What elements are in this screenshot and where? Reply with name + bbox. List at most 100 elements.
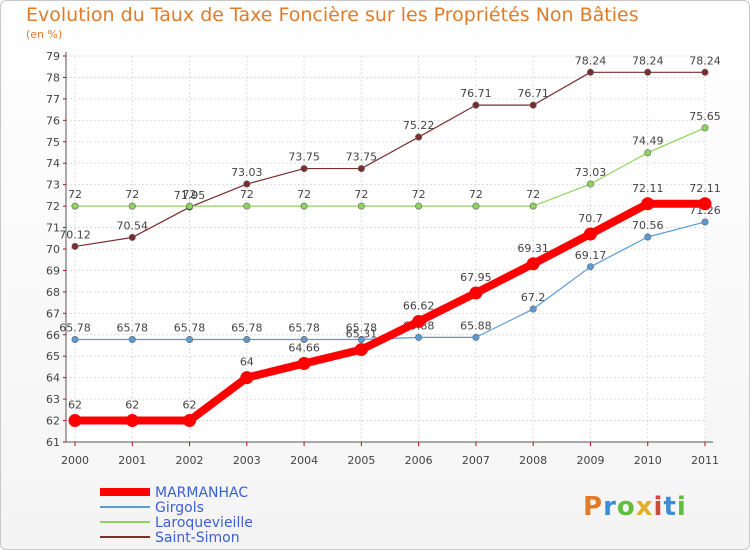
data-label: 62 — [183, 399, 197, 412]
data-label: 72 — [354, 188, 368, 201]
data-point — [71, 202, 79, 210]
data-point — [644, 149, 652, 157]
data-label: 70.56 — [632, 219, 664, 232]
data-label: 67.2 — [521, 291, 546, 304]
data-point — [529, 101, 537, 109]
data-point — [240, 371, 254, 385]
data-label: 65.78 — [346, 321, 378, 334]
data-label: 66.62 — [403, 299, 435, 312]
legend-label: Laroquevieille — [155, 515, 253, 531]
proxiti-logo: Proxiti — [583, 492, 687, 522]
data-point — [412, 314, 426, 328]
x-tick-label: 2005 — [347, 454, 375, 467]
data-point — [644, 68, 652, 76]
data-point — [644, 233, 652, 241]
data-point — [472, 333, 480, 341]
x-tick-label: 2009 — [576, 454, 604, 467]
data-label: 65.88 — [460, 319, 492, 332]
data-label: 72 — [526, 188, 540, 201]
data-point — [586, 68, 594, 76]
data-point — [357, 165, 365, 173]
data-point — [583, 227, 597, 241]
data-point — [357, 202, 365, 210]
data-point — [529, 305, 537, 313]
chart-subtitle: (en %) — [26, 28, 63, 41]
data-label: 72 — [68, 188, 82, 201]
plot-area — [66, 56, 705, 442]
y-tick-label: 73 — [46, 179, 60, 192]
y-tick-label: 61 — [46, 436, 60, 449]
data-point — [68, 414, 82, 428]
data-label: 62 — [68, 399, 82, 412]
logo-letter: t — [663, 492, 677, 522]
data-point — [243, 180, 251, 188]
data-point — [243, 202, 251, 210]
data-label: 73.03 — [231, 166, 263, 179]
data-point — [128, 335, 136, 343]
y-tick-label: 78 — [46, 71, 60, 84]
y-tick-label: 66 — [46, 329, 60, 342]
x-tick-label: 2002 — [176, 454, 204, 467]
data-label: 75.65 — [689, 110, 721, 123]
data-point — [586, 263, 594, 271]
data-label: 75.22 — [403, 119, 435, 132]
data-label: 76.71 — [517, 87, 549, 100]
series-line-saint-simon — [74, 71, 706, 248]
x-tick-label: 2006 — [405, 454, 433, 467]
data-point — [300, 165, 308, 173]
data-point — [415, 333, 423, 341]
logo-letter: i — [653, 492, 664, 522]
data-label: 65.78 — [59, 321, 91, 334]
data-point — [300, 335, 308, 343]
data-point — [526, 257, 540, 271]
data-label: 72.11 — [689, 182, 721, 195]
data-point — [71, 242, 79, 250]
y-tick-label: 65 — [46, 350, 60, 363]
data-point — [698, 197, 712, 211]
data-label: 65.78 — [117, 321, 149, 334]
logo-letter: x — [635, 492, 654, 522]
data-label: 64.66 — [288, 342, 320, 355]
data-point — [357, 335, 365, 343]
logo-letter: o — [616, 492, 636, 522]
y-tick-label: 64 — [46, 372, 60, 385]
data-label: 72 — [469, 188, 483, 201]
data-point — [701, 124, 709, 132]
x-tick-label: 2000 — [61, 454, 89, 467]
data-label: 70.54 — [117, 219, 149, 232]
y-tick-label: 72 — [46, 200, 60, 213]
series-line-laroquevieille — [74, 127, 706, 207]
y-tick-label: 63 — [46, 393, 60, 406]
data-label: 74.49 — [632, 135, 664, 148]
x-tick-label: 2001 — [118, 454, 146, 467]
y-tick-label: 71 — [46, 222, 60, 235]
y-tick-label: 74 — [46, 157, 60, 170]
y-tick-label: 68 — [46, 286, 60, 299]
data-point — [186, 202, 194, 210]
series-line-marmanhac — [71, 199, 709, 425]
y-tick-label: 67 — [46, 307, 60, 320]
y-tick-label: 62 — [46, 415, 60, 428]
data-label: 73.75 — [288, 151, 320, 164]
data-point — [529, 202, 537, 210]
legend-label: MARMANHAC — [155, 485, 248, 501]
y-tick-label: 69 — [46, 264, 60, 277]
data-label: 73.75 — [346, 151, 378, 164]
data-label: 78.24 — [632, 54, 664, 67]
data-point — [243, 335, 251, 343]
data-label: 65.78 — [288, 321, 320, 334]
data-label: 70.7 — [578, 212, 603, 225]
data-label: 76.71 — [460, 87, 492, 100]
data-point — [300, 202, 308, 210]
data-point — [125, 414, 139, 428]
data-point — [472, 202, 480, 210]
data-label: 71.95 — [174, 189, 206, 202]
data-label: 69.17 — [575, 249, 607, 262]
data-point — [415, 202, 423, 210]
data-label: 72 — [297, 188, 311, 201]
data-point — [586, 180, 594, 188]
y-tick-label: 79 — [46, 50, 60, 63]
data-label: 67.95 — [460, 271, 492, 284]
data-point — [128, 202, 136, 210]
